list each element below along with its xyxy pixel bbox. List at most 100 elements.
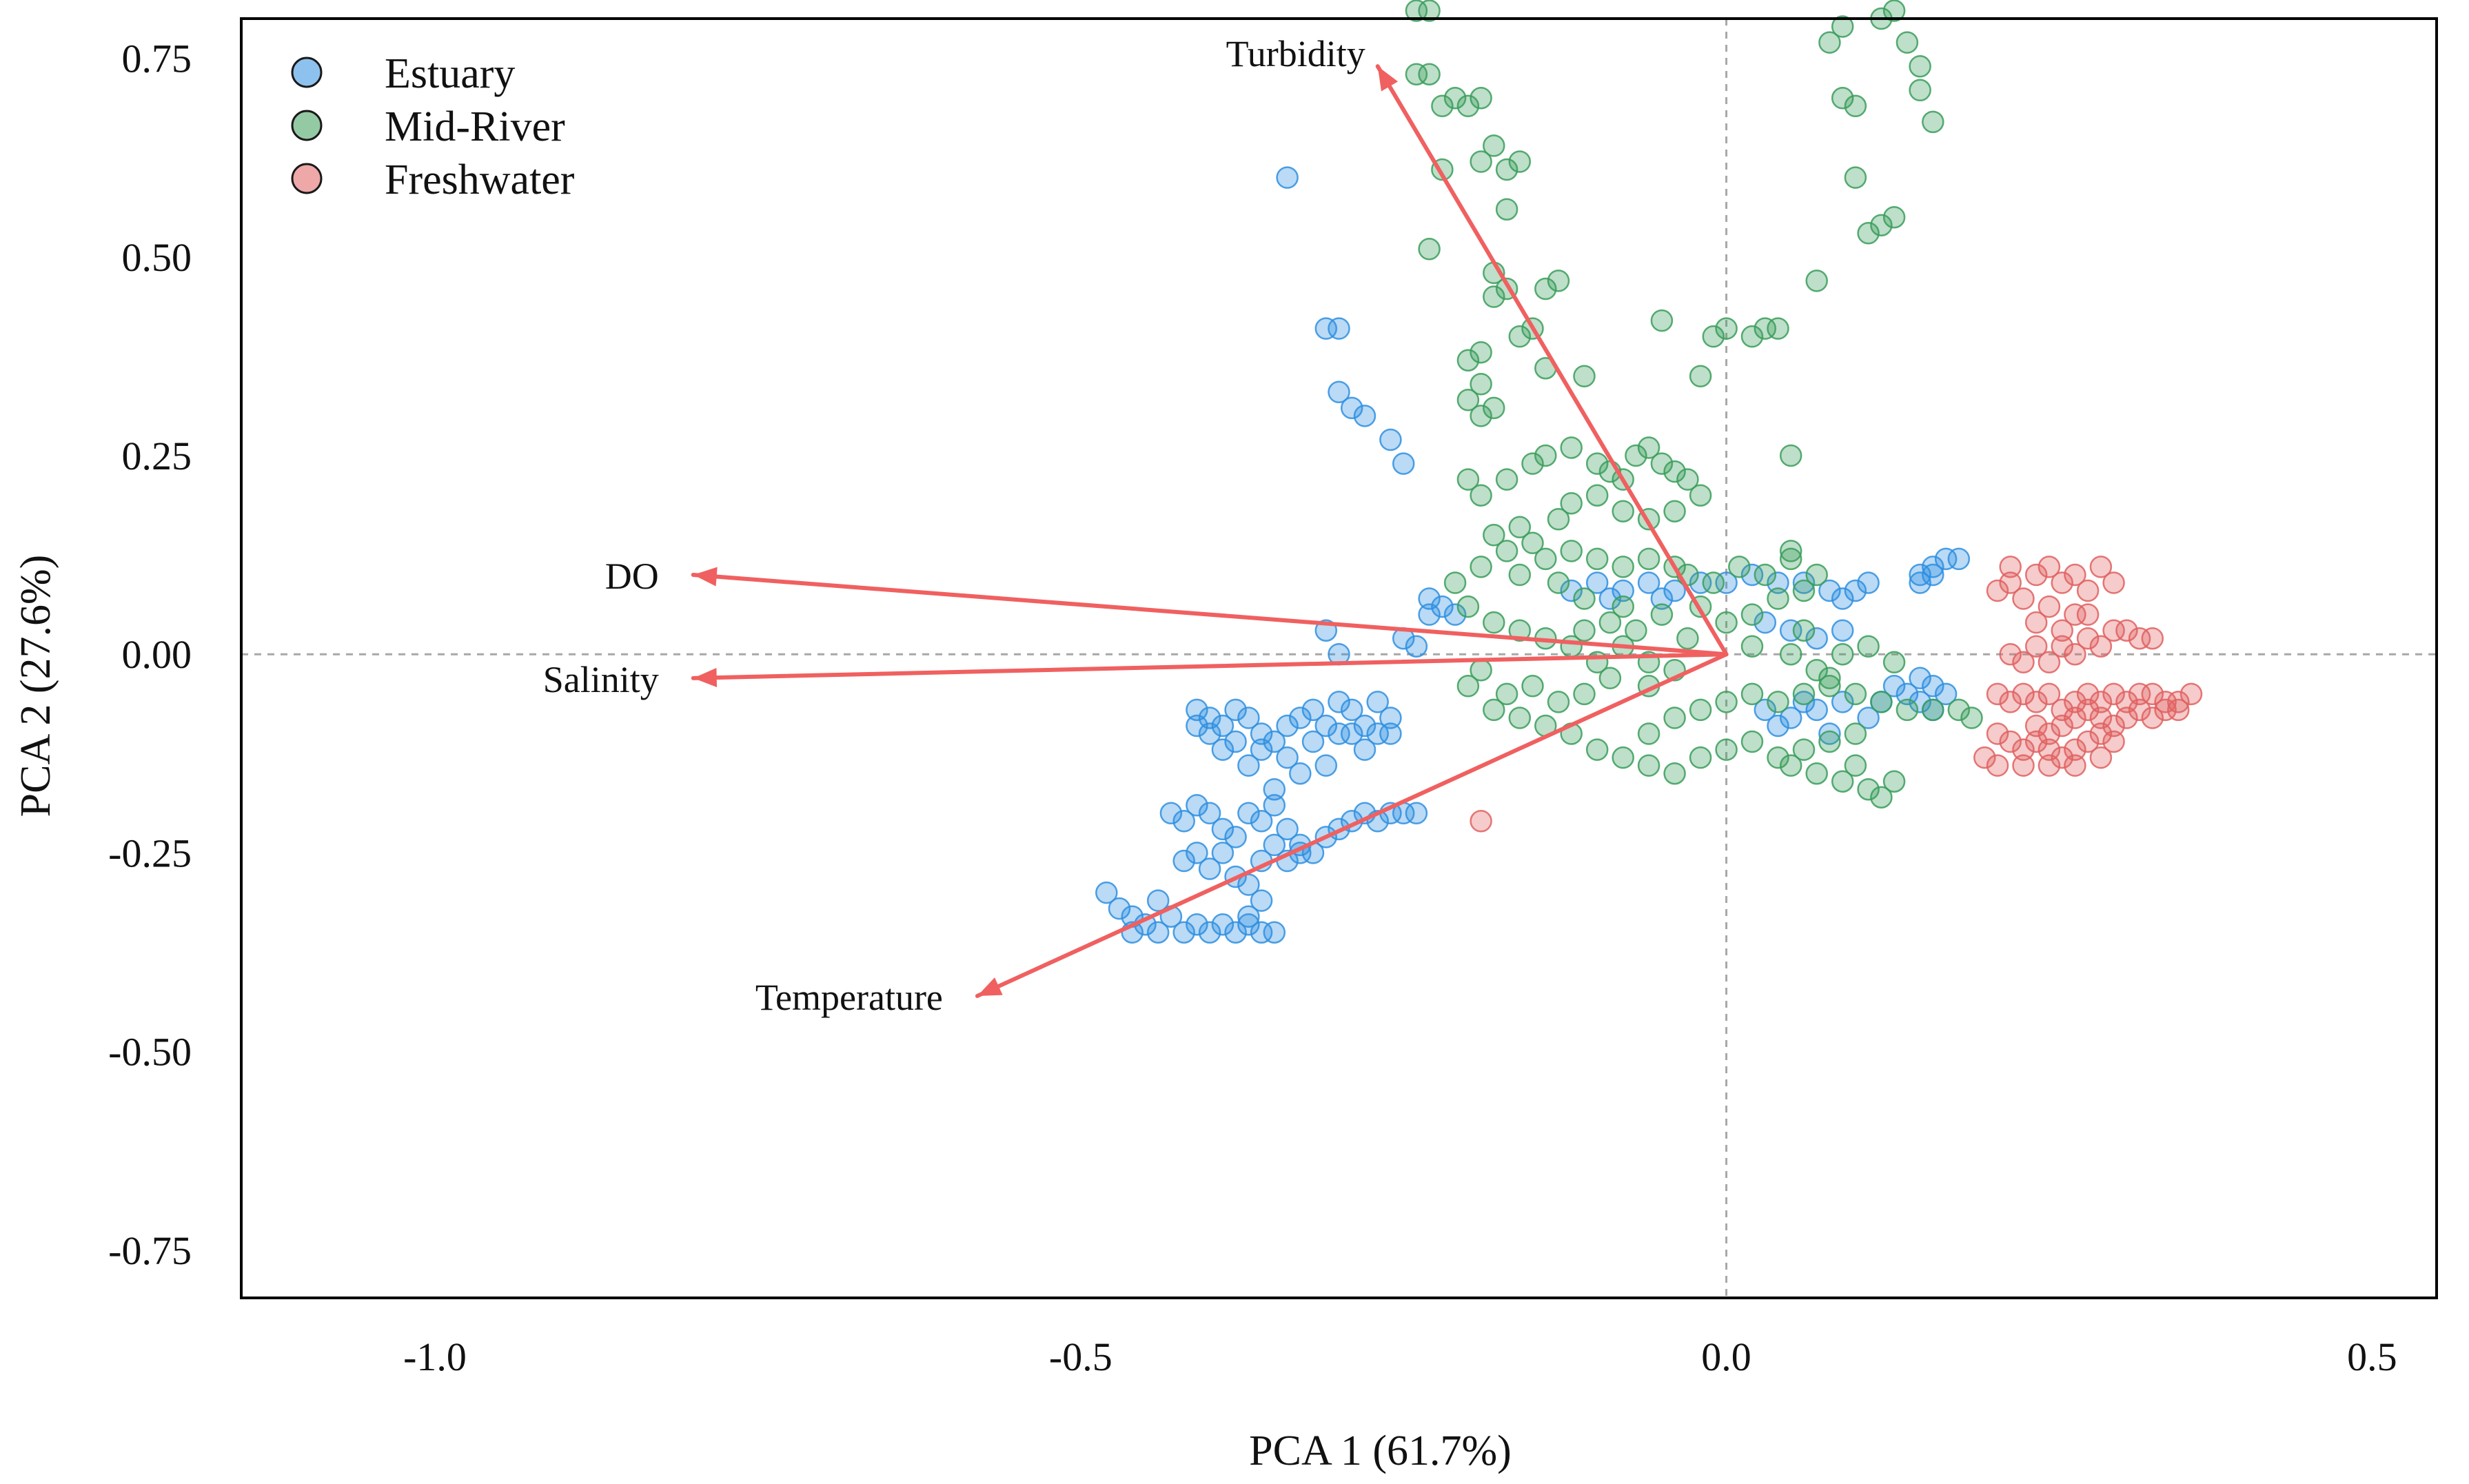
data-point bbox=[1431, 595, 1454, 618]
data-point bbox=[1805, 270, 1828, 292]
data-point bbox=[1146, 921, 1170, 944]
data-point bbox=[1198, 857, 1221, 880]
data-point bbox=[1702, 571, 1725, 594]
data-point bbox=[1818, 675, 1841, 698]
data-point bbox=[2064, 642, 2086, 666]
data-point bbox=[1470, 150, 1492, 173]
data-point bbox=[1598, 667, 1622, 690]
data-point bbox=[2076, 603, 2100, 626]
data-point bbox=[1896, 698, 1919, 722]
data-point bbox=[1805, 627, 1828, 650]
data-point bbox=[2038, 754, 2061, 777]
legend-item-freshwater: Freshwater bbox=[291, 156, 575, 203]
data-point bbox=[1612, 746, 1634, 769]
data-point bbox=[2038, 651, 2061, 674]
data-point bbox=[1276, 714, 1299, 738]
data-point bbox=[1818, 667, 1841, 690]
data-point bbox=[1418, 0, 1441, 22]
data-point bbox=[1237, 754, 1260, 777]
data-point bbox=[1418, 603, 1441, 626]
data-point bbox=[1999, 556, 2022, 578]
legend-label: Mid-River bbox=[385, 103, 565, 150]
data-point bbox=[2180, 682, 2203, 706]
data-point bbox=[1857, 777, 1880, 801]
data-point bbox=[1598, 611, 1622, 634]
legend-marker-icon bbox=[291, 110, 323, 141]
data-point bbox=[1934, 682, 1958, 706]
data-point bbox=[1224, 698, 1247, 722]
data-point bbox=[1314, 754, 1338, 777]
data-point bbox=[1663, 707, 1686, 729]
data-point bbox=[1767, 746, 1789, 769]
data-point bbox=[1740, 635, 1764, 658]
data-point bbox=[1470, 405, 1492, 427]
data-point bbox=[1637, 571, 1660, 594]
data-point bbox=[1909, 563, 1931, 587]
data-point bbox=[1547, 691, 1570, 713]
data-point bbox=[1237, 707, 1260, 729]
data-point bbox=[1637, 547, 1660, 571]
data-point bbox=[2089, 746, 2113, 769]
data-point bbox=[2064, 691, 2086, 713]
data-point bbox=[1237, 802, 1260, 825]
vector-arrowhead-salinity bbox=[693, 668, 718, 688]
data-point bbox=[1547, 270, 1570, 292]
data-point bbox=[1612, 500, 1634, 522]
data-point bbox=[1844, 166, 1867, 189]
data-point bbox=[1379, 707, 1402, 729]
data-point bbox=[2024, 691, 2048, 713]
data-point bbox=[1805, 698, 1828, 722]
data-point bbox=[1779, 642, 1802, 666]
data-point bbox=[1560, 491, 1583, 515]
data-point bbox=[1986, 579, 2009, 602]
vector-arrowhead-do bbox=[693, 567, 718, 587]
data-point bbox=[1947, 698, 1971, 722]
data-point bbox=[2024, 611, 2048, 634]
data-point bbox=[1340, 722, 1363, 745]
data-point bbox=[1767, 714, 1789, 738]
data-point bbox=[1573, 587, 1596, 610]
data-point bbox=[1999, 730, 2022, 753]
y-tick-label: 0.50 bbox=[122, 235, 192, 280]
data-point bbox=[1818, 730, 1841, 753]
vector-arrow-salinity bbox=[691, 652, 1729, 680]
legend-label: Estuary bbox=[385, 50, 515, 97]
plot-frame bbox=[240, 17, 2438, 1299]
data-point bbox=[2115, 691, 2138, 713]
data-point bbox=[1612, 579, 1634, 602]
data-point bbox=[1689, 698, 1712, 722]
data-point bbox=[2051, 746, 2073, 769]
data-point bbox=[1483, 524, 1505, 547]
data-point bbox=[1379, 428, 1402, 451]
vector-arrowhead-temperature bbox=[977, 977, 1003, 996]
data-point bbox=[1289, 707, 1312, 729]
data-point bbox=[1882, 675, 1906, 698]
data-point bbox=[1301, 730, 1325, 753]
data-point bbox=[1831, 87, 1854, 110]
data-point bbox=[1470, 373, 1492, 396]
data-point bbox=[1186, 698, 1208, 722]
data-point bbox=[1767, 317, 1789, 340]
data-point bbox=[1909, 79, 1931, 102]
data-point bbox=[2128, 627, 2151, 650]
data-point bbox=[1186, 842, 1208, 864]
data-point bbox=[1934, 547, 1958, 571]
data-point bbox=[1922, 698, 1944, 722]
data-point bbox=[1625, 619, 1647, 642]
data-point bbox=[2167, 691, 2190, 713]
data-point bbox=[1792, 682, 1816, 706]
data-point bbox=[1663, 762, 1686, 785]
data-point bbox=[1689, 571, 1712, 594]
data-point bbox=[1276, 746, 1299, 769]
data-point bbox=[1909, 667, 1931, 690]
data-point bbox=[2038, 682, 2061, 706]
data-point bbox=[1650, 603, 1674, 626]
data-point bbox=[2024, 730, 2048, 753]
data-point bbox=[1534, 444, 1557, 467]
data-point bbox=[1340, 698, 1363, 722]
data-point bbox=[1483, 611, 1505, 634]
data-point bbox=[2089, 635, 2113, 658]
vector-arrow-turbidity bbox=[1375, 64, 1729, 657]
data-point bbox=[1328, 691, 1350, 713]
data-point bbox=[1857, 222, 1880, 245]
